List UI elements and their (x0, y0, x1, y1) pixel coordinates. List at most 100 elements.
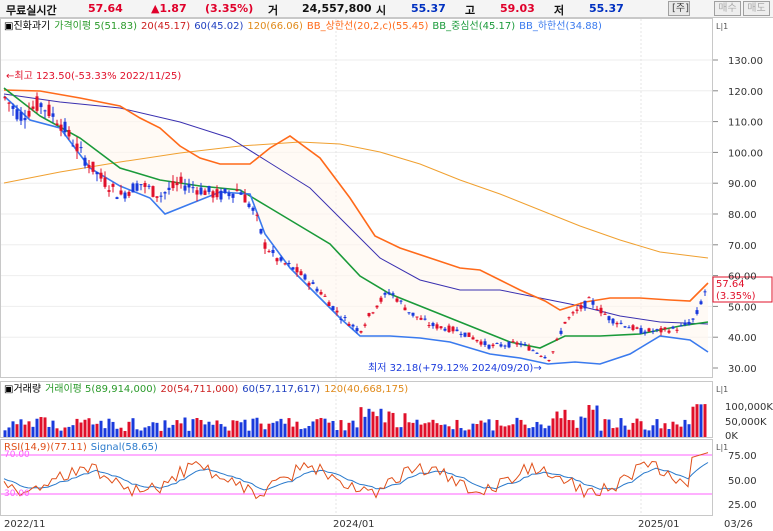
candle-body (559, 330, 563, 334)
legend-item: ▣거래량 (4, 383, 41, 395)
volume-bar (99, 420, 103, 437)
volume-corner-tag[interactable]: L|1 (716, 385, 728, 394)
candle-body (115, 197, 119, 199)
candle-body (127, 191, 131, 196)
volume-bar (531, 427, 535, 437)
price-corner-tag[interactable]: L|1 (716, 22, 728, 31)
candle-body (103, 177, 107, 187)
volume-bar (299, 429, 303, 437)
volume-bar (615, 427, 619, 437)
volume-bar (443, 424, 447, 437)
volume-bar (555, 411, 559, 437)
date-label-end: 03/26 (724, 519, 753, 530)
volume-bar (363, 416, 367, 437)
volume-bar (463, 430, 467, 437)
volume-bar (575, 427, 579, 437)
candle-body (95, 172, 99, 175)
candle-body (191, 187, 195, 189)
candle-body (131, 183, 135, 193)
volume-bar (671, 421, 675, 437)
candle-body (327, 302, 331, 307)
volume-bar (391, 412, 395, 437)
volume-bar (327, 422, 331, 437)
volume-bar (195, 418, 199, 437)
volume-bar (163, 420, 167, 437)
volume-bar (203, 424, 207, 437)
candle-body (459, 333, 463, 335)
candle-body (339, 318, 343, 320)
candle-body (287, 263, 291, 265)
candle-body (167, 187, 171, 190)
volume-bar (679, 426, 683, 437)
price-legend: ▣진화과기 가격이평 5(51.83) 20(45.17) 60(45.02) 120(… (4, 19, 602, 32)
candle-body (215, 189, 219, 198)
volume-bar (483, 422, 487, 437)
candle-body (643, 331, 647, 334)
volume-bar (95, 423, 99, 437)
candle-body (579, 305, 583, 309)
volume-bar (427, 422, 431, 437)
volume-bar (491, 430, 495, 437)
candle-body (371, 312, 375, 314)
candle-body (695, 310, 699, 314)
volume-bar (339, 420, 343, 437)
candle-body (79, 147, 83, 149)
realtime-title: 무료실시간 (6, 4, 57, 17)
volume-bar (487, 419, 491, 437)
volume-bar (407, 422, 411, 437)
legend-item: 120(40,668,175) (324, 384, 408, 395)
candle-body (687, 321, 691, 325)
candle-body (471, 337, 475, 340)
price-axis-tick: 100.00 (728, 148, 763, 159)
volume-bar (271, 422, 275, 437)
price-axis-tick: 70.00 (728, 241, 757, 252)
volume-bar (199, 419, 203, 437)
buy-button[interactable]: 매수 (714, 1, 741, 16)
volume-bar (543, 428, 547, 437)
legend-item: Signal(58.65) (91, 442, 158, 453)
rsi-corner-tag[interactable]: L|1 (716, 443, 728, 452)
volume-bar (19, 419, 23, 437)
volume-bar (191, 419, 195, 437)
volume-bar (167, 427, 171, 437)
candle-body (39, 103, 43, 108)
rsi-axis-tick: 75.00 (728, 451, 757, 462)
candle-body (99, 172, 103, 179)
volume-label: 거 (268, 4, 279, 17)
candle-body (367, 313, 371, 317)
candle-body (19, 111, 23, 121)
candle-body (187, 183, 191, 188)
sell-button[interactable]: 매도 (743, 1, 770, 16)
volume-bar (7, 427, 11, 437)
candle-body (163, 192, 167, 194)
volume-bar (155, 422, 159, 437)
volume-bar (131, 418, 135, 437)
candle-body (583, 300, 587, 309)
last-pct-tag: (3.35%) (716, 291, 756, 302)
volume-bar (683, 419, 687, 437)
volume-bar (39, 417, 43, 437)
volume-bar (507, 425, 511, 437)
rsi-legend: RSI(14,9)(77.11) Signal(58.65) (4, 442, 158, 453)
volume-bar (647, 430, 651, 437)
low-label: 저 (554, 4, 565, 17)
volume-bar (631, 422, 635, 437)
candle-body (91, 161, 95, 172)
low-value: 55.37 (589, 2, 624, 15)
stock-chart[interactable]: ▣진화과기 가격이평 5(51.83) 20(45.17) 60(45.02) 120(… (0, 18, 773, 531)
volume-bar (311, 421, 315, 437)
bb-middle-line (3, 87, 709, 349)
volume-bar (351, 420, 355, 437)
date-label-2024: 2024/01 (333, 519, 375, 530)
candle-body (223, 188, 227, 194)
candle-body (283, 263, 287, 265)
volume-bar (431, 419, 435, 437)
stock-code-button[interactable]: [주] (668, 1, 690, 16)
last-price-box (712, 276, 773, 303)
legend-item: 60(45.02) (194, 21, 243, 32)
candle-body (399, 300, 403, 302)
ma60-line (3, 93, 709, 325)
candle-body (395, 298, 399, 302)
candle-body (291, 267, 295, 270)
candle-body (647, 328, 651, 332)
